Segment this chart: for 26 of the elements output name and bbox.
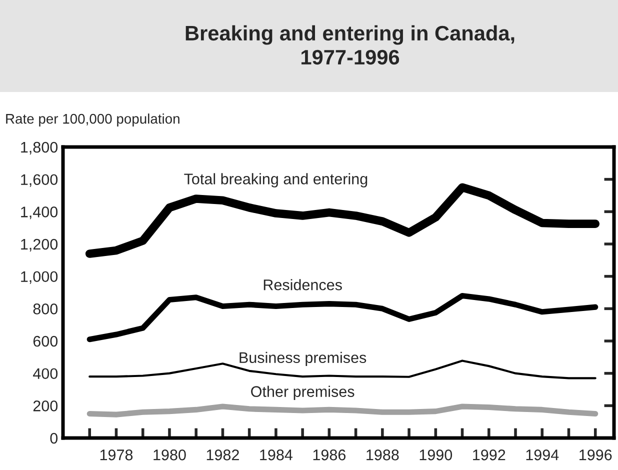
series-label: Business premises [240, 352, 366, 366]
y-tick-label: 0 [50, 432, 58, 444]
y-tick-label: 1,800 [21, 142, 58, 154]
y-tick-label: 800 [33, 304, 58, 314]
y-tick-label: 1,400 [21, 206, 58, 220]
y-tick-label: 1,200 [21, 238, 58, 252]
x-tick-label: 1996 [580, 450, 612, 460]
x-tick-label: 1986 [313, 450, 346, 460]
y-tick-label: 600 [33, 336, 58, 347]
y-tick-label: 1,000 [21, 271, 58, 284]
series-label: Other premises [251, 386, 354, 400]
y-axis-title: Rate per 100,000 population [6, 114, 180, 126]
chart-title: Breaking and entering in Canada, 1977-1996 [186, 25, 514, 65]
y-tick-label: 200 [33, 400, 58, 412]
x-tick-label: 1992 [473, 450, 506, 460]
y-tick-label: 400 [33, 368, 58, 380]
series-label: Total breaking and entering [184, 173, 368, 188]
x-tick-label: 1988 [366, 450, 399, 460]
x-tick-label: 1984 [260, 450, 292, 460]
x-tick-label: 1980 [154, 450, 186, 460]
series-label: Residences [264, 279, 342, 290]
x-tick-label: 1994 [526, 450, 559, 460]
x-tick-label: 1978 [100, 450, 133, 460]
x-tick-label: 1990 [420, 450, 452, 460]
x-tick-label: 1982 [206, 450, 239, 460]
y-tick-label: 1,600 [21, 174, 58, 187]
